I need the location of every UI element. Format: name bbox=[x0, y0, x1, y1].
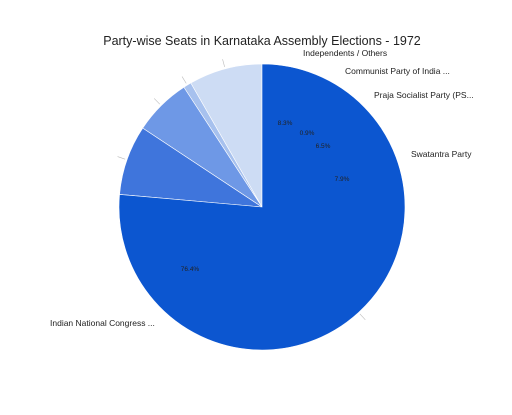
category-labels: Independents / Others Communist Party of … bbox=[50, 48, 474, 328]
slice-percentage-label: 8.3% bbox=[278, 120, 293, 127]
slice-percentage-label: 7.9% bbox=[335, 176, 350, 183]
slice-percentage-label: 6.5% bbox=[316, 143, 331, 150]
leader-line bbox=[359, 313, 366, 321]
slice-category-label: Swatantra Party bbox=[411, 149, 472, 159]
leader-line bbox=[153, 98, 161, 105]
slice-category-label: Praja Socialist Party (PS... bbox=[374, 90, 474, 100]
percentage-labels: 8.3% 0.9%6.5% 7.9% 76.4% bbox=[181, 120, 350, 273]
slice-category-label: Indian National Congress ... bbox=[50, 318, 155, 328]
slice-category-label: Independents / Others bbox=[303, 48, 387, 58]
leader-line bbox=[181, 76, 187, 84]
chart-title: Party-wise Seats in Karnataka Assembly E… bbox=[103, 34, 421, 48]
pie-slice[interactable] bbox=[118, 63, 406, 351]
slice-percentage-label: 0.9% bbox=[300, 130, 315, 137]
slice-category-label: Communist Party of India ... bbox=[345, 66, 450, 76]
slice-percentage-label: 76.4% bbox=[181, 266, 200, 273]
leader-line bbox=[222, 59, 225, 67]
leader-line bbox=[117, 156, 126, 160]
pie-slices bbox=[118, 63, 406, 351]
label-leader-lines bbox=[117, 59, 366, 321]
